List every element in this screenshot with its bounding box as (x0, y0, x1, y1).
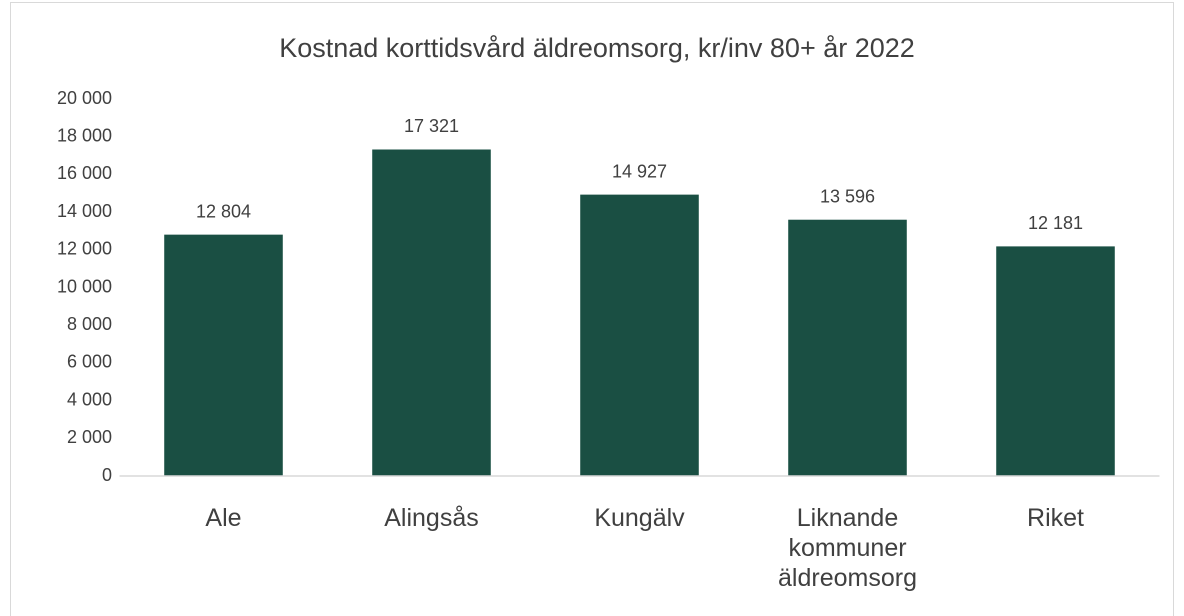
value-label: 14 927 (612, 161, 667, 181)
y-tick-label: 10 000 (57, 276, 112, 296)
y-tick-label: 12 000 (57, 239, 112, 259)
x-tick-label-box: Riket (1027, 504, 1084, 532)
bar (372, 149, 491, 476)
y-tick-label: 20 000 (57, 88, 112, 108)
bar (164, 234, 283, 476)
value-label: 12 181 (1028, 213, 1083, 233)
bar (580, 194, 699, 477)
x-tick-label: Ale (205, 504, 242, 532)
y-tick-label: 14 000 (57, 201, 112, 221)
x-tick-label: Kungälv (594, 504, 685, 532)
x-tick-label: Riket (1027, 504, 1084, 532)
y-tick-label: 2 000 (67, 427, 112, 447)
x-tick-label-box: Liknande kommuner äldreomsorg (778, 504, 917, 592)
value-label: 12 804 (196, 201, 251, 221)
chart-title: Kostnad korttidsvård äldreomsorg, kr/inv… (279, 33, 915, 63)
x-tick-label: Liknande kommuner äldreomsorg (778, 504, 917, 592)
bar (996, 246, 1115, 476)
x-tick-label: Alingsås (384, 504, 479, 532)
x-tick-label-box: Ale (205, 504, 242, 532)
value-label: 17 321 (404, 116, 459, 136)
bar (788, 219, 907, 476)
y-tick-label: 0 (102, 465, 112, 485)
y-tick-label: 8 000 (67, 314, 112, 334)
y-tick-label: 18 000 (57, 125, 112, 145)
x-tick-label-box: Alingsås (384, 504, 479, 532)
y-tick-label: 6 000 (67, 352, 112, 372)
x-tick-label-box: Kungälv (594, 504, 685, 532)
y-tick-label: 4 000 (67, 389, 112, 409)
y-tick-label: 16 000 (57, 163, 112, 183)
value-label: 13 596 (820, 186, 875, 206)
